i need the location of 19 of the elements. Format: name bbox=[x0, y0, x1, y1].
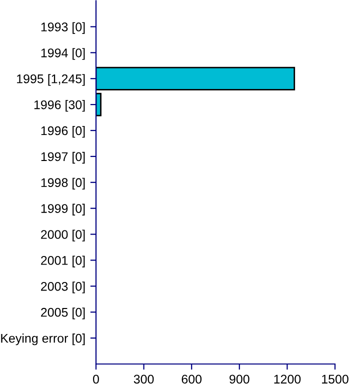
y-tick-label: 1999 [0] bbox=[41, 204, 85, 216]
x-tick-label: 300 bbox=[134, 374, 154, 384]
y-tick-label: 1998 [0] bbox=[41, 178, 85, 190]
y-tick-label: 2003 [0] bbox=[41, 282, 85, 294]
y-tick-label: 2001 [0] bbox=[41, 256, 85, 268]
y-tick-label: 1996 [0] bbox=[41, 126, 85, 138]
y-tick-label: 1995 [1,245] bbox=[17, 74, 85, 86]
y-tick-label: 2005 [0] bbox=[41, 308, 85, 320]
y-tick-label: Keying error [0] bbox=[1, 334, 85, 346]
x-tick-label: 1200 bbox=[274, 374, 301, 384]
x-tick-label: 0 bbox=[93, 374, 99, 384]
y-tick-label: 1994 [0] bbox=[41, 48, 85, 60]
y-tick-label: 1993 [0] bbox=[41, 22, 85, 34]
y-tick-label: 1997 [0] bbox=[41, 152, 85, 164]
y-tick-label: 2000 [0] bbox=[41, 230, 85, 242]
x-tick-label: 600 bbox=[182, 374, 202, 384]
x-tick-label: 900 bbox=[230, 374, 250, 384]
x-tick-label: 1500 bbox=[322, 374, 348, 384]
y-tick-label: 1996 [30] bbox=[34, 100, 85, 112]
